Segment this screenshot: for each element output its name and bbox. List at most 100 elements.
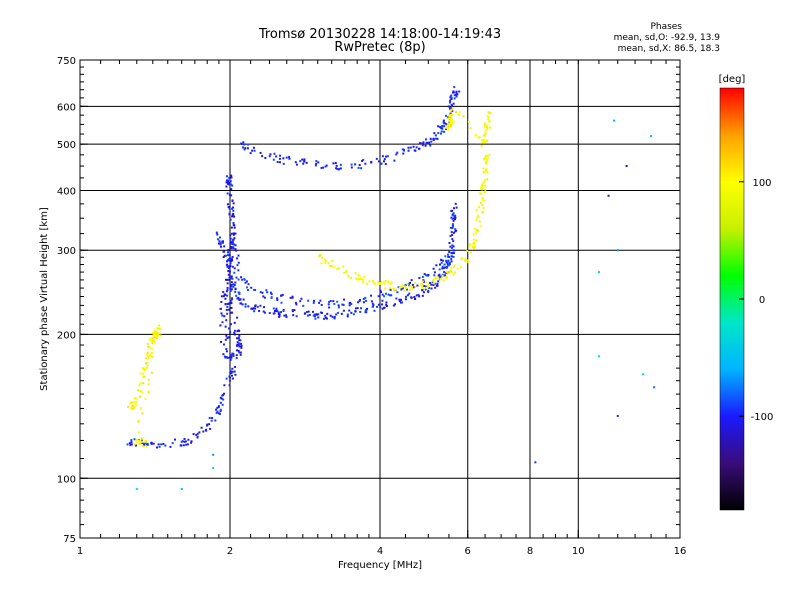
echo-point: [394, 303, 397, 306]
echo-point: [480, 144, 483, 147]
echo-point: [433, 274, 436, 277]
echo-point: [447, 126, 450, 129]
echo-point: [484, 132, 487, 135]
echo-point: [233, 224, 236, 227]
phase-stats-o: mean, sd,O: -92.9, 13.9: [613, 33, 720, 43]
echo-point: [324, 316, 327, 319]
echo-point: [445, 261, 448, 264]
echo-point: [473, 227, 476, 230]
echo-point: [394, 288, 397, 291]
echo-point: [482, 140, 485, 143]
echo-point: [480, 188, 483, 191]
echo-point: [400, 288, 403, 291]
echo-point: [237, 337, 240, 340]
echo-point: [132, 407, 135, 410]
echo-point: [379, 306, 382, 309]
echo-point: [483, 124, 486, 127]
echo-point: [450, 108, 453, 111]
echo-point: [448, 119, 451, 122]
echo-point: [187, 438, 190, 441]
phase-stats-header: Phases: [650, 22, 682, 32]
echo-point: [377, 303, 380, 306]
echo-point: [262, 295, 265, 298]
echo-point: [316, 313, 319, 316]
echo-point: [272, 307, 275, 310]
echo-point: [616, 414, 619, 417]
echo-point: [421, 294, 424, 297]
echo-point: [141, 442, 144, 445]
echo-point: [251, 308, 254, 311]
echo-point: [440, 126, 443, 129]
echo-point: [273, 152, 276, 155]
echo-point: [244, 147, 247, 150]
echo-point: [224, 297, 227, 300]
echo-point: [433, 271, 436, 274]
echo-point: [450, 260, 453, 263]
echo-point: [485, 158, 488, 161]
echo-point: [233, 267, 236, 270]
echo-point: [206, 424, 209, 427]
echo-point: [227, 251, 230, 254]
echo-point: [234, 291, 237, 294]
echo-point: [460, 257, 463, 260]
echo-point: [376, 305, 379, 308]
echo-point: [226, 179, 229, 182]
echo-point: [215, 408, 218, 411]
echo-point: [466, 259, 469, 262]
echo-point: [228, 270, 231, 273]
echo-point: [146, 354, 149, 357]
echo-point: [372, 305, 375, 308]
echo-point: [451, 217, 454, 220]
echo-point: [443, 125, 446, 128]
echo-point: [226, 312, 229, 315]
echo-point: [232, 243, 235, 246]
echo-point: [133, 443, 136, 446]
echo-point: [231, 256, 234, 259]
echo-point: [143, 376, 146, 379]
echo-point: [452, 102, 455, 105]
echo-point: [466, 250, 469, 253]
echo-point: [217, 412, 220, 415]
echo-point: [225, 350, 228, 353]
echo-point: [450, 117, 453, 120]
echo-point: [453, 86, 456, 89]
echo-point: [449, 107, 452, 110]
echo-point: [445, 259, 448, 262]
echo-point: [473, 241, 476, 244]
echo-point: [324, 165, 327, 168]
echo-point: [224, 325, 227, 328]
echo-point: [383, 282, 386, 285]
echo-point: [380, 281, 383, 284]
echo-point: [154, 331, 157, 334]
echo-point: [318, 301, 321, 304]
echo-point: [452, 273, 455, 276]
echo-point: [320, 262, 323, 265]
echo-point: [129, 444, 132, 447]
echo-point: [418, 277, 421, 280]
echo-point: [613, 119, 616, 122]
echo-point: [225, 181, 228, 184]
echo-point: [230, 174, 233, 177]
echo-point: [224, 356, 227, 359]
echo-point: [151, 355, 154, 358]
echo-point: [158, 445, 161, 448]
echo-point: [430, 140, 433, 143]
echo-point: [228, 384, 231, 387]
echo-point: [196, 432, 199, 435]
echo-point: [228, 254, 231, 257]
echo-point: [228, 276, 231, 279]
echo-point: [206, 423, 209, 426]
echo-point: [145, 366, 148, 369]
echo-point: [320, 303, 323, 306]
echo-point: [232, 206, 235, 209]
echo-point: [381, 299, 384, 302]
echo-point: [240, 346, 243, 349]
echo-point: [485, 162, 488, 165]
echo-point: [147, 378, 150, 381]
echo-point: [230, 301, 233, 304]
echo-point: [230, 188, 233, 191]
echo-point: [447, 123, 450, 126]
echo-point: [452, 245, 455, 248]
echo-point: [333, 315, 336, 318]
